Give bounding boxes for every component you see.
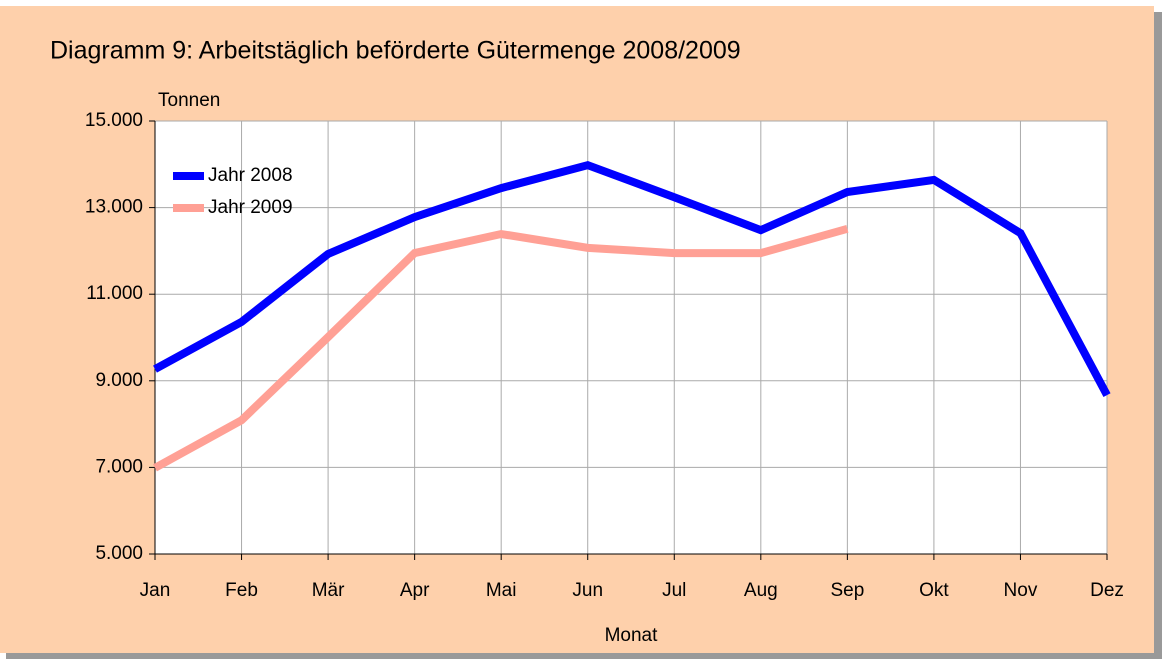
x-tick-label: Mai — [486, 580, 517, 601]
legend-label: Jahr 2009 — [208, 197, 293, 218]
y-tick-label: 9.000 — [95, 370, 143, 391]
x-tick-label: Jul — [662, 580, 686, 601]
x-tick-label: Aug — [744, 580, 778, 601]
y-tick-label: 11.000 — [86, 283, 143, 304]
x-tick-label: Feb — [225, 580, 258, 601]
x-axis-label: Monat — [605, 625, 659, 646]
plot-area — [155, 121, 1107, 554]
y-tick-label: 7.000 — [95, 456, 143, 477]
x-tick-label: Mär — [312, 580, 345, 601]
x-tick-label: Apr — [400, 580, 430, 601]
series-line — [153, 160, 1111, 397]
x-tick-label: Jun — [572, 580, 603, 601]
y-tick-label: 5.000 — [95, 543, 143, 564]
y-tick-label: 13.000 — [85, 197, 143, 218]
x-tick-label: Okt — [919, 580, 949, 601]
x-tick-label: Sep — [830, 580, 864, 601]
x-tick-label: Nov — [1004, 580, 1038, 601]
legend-label: Jahr 2008 — [208, 165, 293, 186]
chart-title: Diagramm 9: Arbeitstäglich beförderte Gü… — [50, 37, 741, 65]
x-tick-label: Dez — [1090, 580, 1124, 601]
y-axis-label: Tonnen — [158, 90, 220, 111]
series-line — [153, 224, 849, 472]
x-tick-label: Jan — [140, 580, 171, 601]
y-tick-label: 15.000 — [85, 110, 143, 131]
